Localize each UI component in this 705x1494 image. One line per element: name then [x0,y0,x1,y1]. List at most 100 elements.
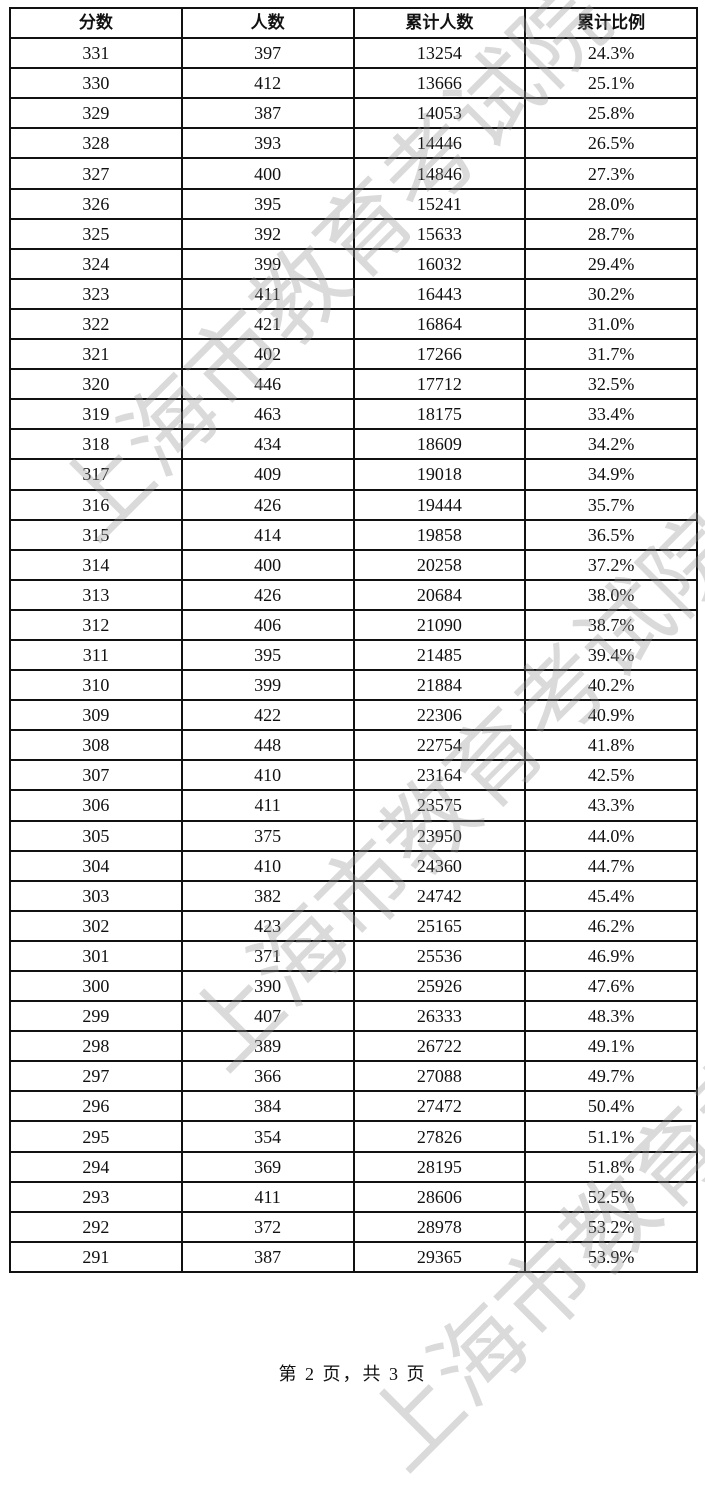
count-cell: 390 [180,969,355,1003]
cumulative-count-cell: 14446 [352,127,527,160]
cumulative-ratio-cell: 29.4% [524,247,698,280]
cumulative-count-cell: 17266 [352,338,527,371]
count-cell: 434 [180,428,355,461]
cumulative-count-cell: 26722 [352,1030,527,1063]
cumulative-ratio-cell: 43.3% [524,789,698,822]
score-cell: 326 [9,187,183,220]
cumulative-ratio-cell: 25.8% [524,97,698,130]
cumulative-ratio-cell: 44.7% [524,849,698,882]
score-cell: 297 [9,1060,183,1093]
cumulative-ratio-cell: 37.2% [524,548,698,581]
header-cumulative-ratio: 累计比例 [524,6,698,40]
score-cell: 303 [9,879,183,912]
cumulative-ratio-cell: 53.2% [524,1210,698,1243]
cumulative-count-cell: 13666 [352,67,527,100]
count-cell: 426 [180,488,355,521]
cumulative-count-cell: 19018 [352,458,527,491]
count-cell: 384 [180,1090,355,1123]
table-row: 291 387 29365 53.9% [9,1240,698,1273]
score-cell: 316 [9,488,183,521]
score-cell: 294 [9,1150,183,1183]
cumulative-count-cell: 20684 [352,578,527,611]
score-cell: 317 [9,458,183,491]
cumulative-ratio-cell: 31.7% [524,338,698,371]
score-cell: 312 [9,608,183,641]
count-cell: 414 [180,518,355,551]
count-cell: 409 [180,458,355,491]
cumulative-count-cell: 16443 [352,277,527,310]
cumulative-ratio-cell: 40.2% [524,669,698,702]
count-cell: 463 [180,398,355,431]
count-cell: 369 [180,1150,355,1183]
cumulative-ratio-cell: 40.9% [524,699,698,732]
score-cell: 295 [9,1120,183,1153]
count-cell: 407 [180,1000,355,1033]
score-cell: 302 [9,909,183,942]
count-cell: 410 [180,849,355,882]
score-cell: 329 [9,97,183,130]
cumulative-ratio-cell: 28.0% [524,187,698,220]
table-row: 317 409 19018 34.9% [9,458,698,491]
cumulative-ratio-cell: 49.1% [524,1030,698,1063]
score-cell: 331 [9,37,183,70]
count-cell: 392 [180,217,355,250]
cumulative-ratio-cell: 52.5% [524,1180,698,1213]
table-row: 295 354 27826 51.1% [9,1120,698,1153]
cumulative-count-cell: 27088 [352,1060,527,1093]
table-row: 324 399 16032 29.4% [9,247,698,280]
cumulative-count-cell: 20258 [352,548,527,581]
table-row: 329 387 14053 25.8% [9,97,698,130]
page-number: 第 2 页，共 3 页 [278,1364,427,1384]
cumulative-count-cell: 18609 [352,428,527,461]
score-cell: 309 [9,699,183,732]
score-cell: 304 [9,849,183,882]
table-row: 312 406 21090 38.7% [9,608,698,641]
table-row: 306 411 23575 43.3% [9,789,698,822]
score-cell: 320 [9,368,183,401]
table-header-row: 分数 人数 累计人数 累计比例 [9,6,698,40]
count-cell: 354 [180,1120,355,1153]
cumulative-ratio-cell: 34.9% [524,458,698,491]
score-cell: 315 [9,518,183,551]
score-cell: 305 [9,819,183,852]
table-row: 303 382 24742 45.4% [9,879,698,912]
score-distribution-table: 分数 人数 累计人数 累计比例 331 397 13254 24.3% 330 412 13… [9,6,698,1273]
score-cell: 328 [9,127,183,160]
score-cell: 307 [9,759,183,792]
cumulative-count-cell: 15633 [352,217,527,250]
table-row: 294 369 28195 51.8% [9,1150,698,1183]
score-cell: 325 [9,217,183,250]
cumulative-ratio-cell: 51.8% [524,1150,698,1183]
table-row: 311 395 21485 39.4% [9,638,698,672]
cumulative-count-cell: 23950 [352,819,527,852]
count-cell: 423 [180,909,355,942]
count-cell: 410 [180,759,355,792]
score-cell: 291 [9,1240,183,1273]
cumulative-ratio-cell: 32.5% [524,368,698,401]
cumulative-count-cell: 24742 [352,879,527,912]
cumulative-count-cell: 25926 [352,969,527,1003]
count-cell: 395 [180,638,355,672]
table-row: 321 402 17266 31.7% [9,338,698,371]
score-cell: 319 [9,398,183,431]
score-cell: 311 [9,638,183,672]
count-cell: 372 [180,1210,355,1243]
table-row: 302 423 25165 46.2% [9,909,698,942]
table-row: 328 393 14446 26.5% [9,127,698,160]
cumulative-ratio-cell: 27.3% [524,157,698,190]
cumulative-count-cell: 13254 [352,37,527,70]
cumulative-count-cell: 14053 [352,97,527,130]
cumulative-count-cell: 18175 [352,398,527,431]
score-cell: 310 [9,669,183,702]
cumulative-count-cell: 25536 [352,939,527,973]
cumulative-count-cell: 21884 [352,669,527,702]
table-row: 326 395 15241 28.0% [9,187,698,220]
score-cell: 322 [9,307,183,341]
cumulative-ratio-cell: 25.1% [524,67,698,100]
score-cell: 324 [9,247,183,280]
cumulative-ratio-cell: 46.9% [524,939,698,973]
table-row: 325 392 15633 28.7% [9,217,698,250]
count-cell: 426 [180,578,355,611]
cumulative-count-cell: 19858 [352,518,527,551]
table-row: 318 434 18609 34.2% [9,428,698,461]
